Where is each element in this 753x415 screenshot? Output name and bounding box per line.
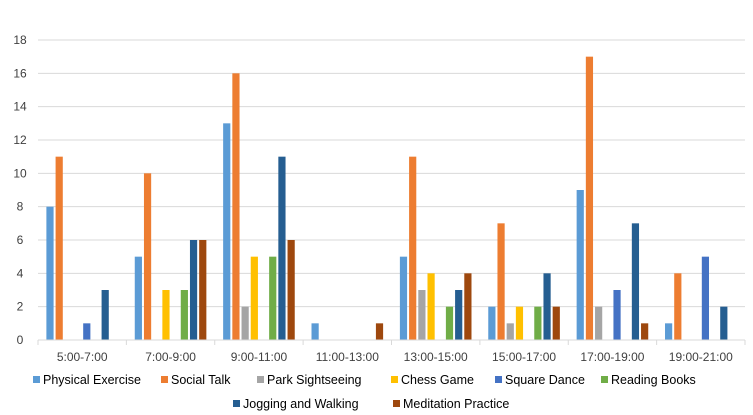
legend-item: Physical Exercise — [33, 373, 141, 387]
legend-swatch — [233, 400, 240, 407]
x-tick-label: 7:00-9:00 — [145, 350, 196, 364]
bar — [143, 173, 152, 340]
bar — [631, 223, 640, 340]
y-tick-label: 8 — [17, 200, 24, 214]
bar — [720, 306, 728, 340]
bar — [287, 240, 295, 340]
y-tick-label: 18 — [13, 33, 27, 47]
bar — [409, 156, 417, 340]
legend-label: Social Talk — [171, 373, 231, 387]
x-tick-label: 5:00-7:00 — [57, 350, 108, 364]
bar — [55, 156, 63, 340]
bar — [83, 323, 91, 340]
bar — [180, 290, 188, 340]
legend-item: Chess Game — [391, 373, 474, 387]
legend-swatch — [495, 376, 502, 383]
legend-swatch — [601, 376, 608, 383]
bar — [46, 206, 54, 340]
y-tick-label: 12 — [13, 133, 27, 147]
x-tick-label: 19:00-21:00 — [669, 350, 733, 364]
x-axis-ticks: 5:00-7:00 7:00-9:00 9:00-11:00 11:00-13:00 1… — [37, 340, 746, 364]
bar — [199, 240, 207, 340]
bar — [576, 190, 584, 340]
bar — [269, 256, 277, 340]
bar — [613, 290, 621, 340]
x-tick-label: 9:00-11:00 — [231, 350, 288, 364]
bar — [455, 290, 463, 340]
legend-item: Meditation Practice — [393, 397, 509, 411]
y-tick-label: 6 — [17, 233, 24, 247]
legend-label: Physical Exercise — [43, 373, 141, 387]
y-tick-label: 0 — [17, 333, 24, 347]
bar — [134, 256, 142, 340]
y-tick-label: 10 — [13, 166, 27, 180]
y-tick-label: 4 — [17, 266, 24, 280]
legend-item: Social Talk — [161, 373, 231, 387]
gridlines — [38, 39, 745, 308]
x-tick-label: 17:00-19:00 — [580, 350, 644, 364]
bar — [232, 73, 240, 340]
legend-item: Reading Books — [601, 373, 696, 387]
legend-label: Meditation Practice — [403, 397, 509, 411]
bar — [701, 256, 710, 340]
bar — [445, 306, 454, 340]
bar — [101, 290, 109, 340]
x-tick-label: 15:00-17:00 — [492, 350, 556, 364]
legend-item: Jogging and Walking — [233, 397, 359, 411]
bars — [46, 56, 728, 341]
legend-label: Jogging and Walking — [243, 397, 359, 411]
x-tick-label: 11:00-13:00 — [316, 350, 379, 364]
bar — [506, 323, 514, 340]
bar — [552, 306, 560, 340]
bar — [497, 223, 505, 340]
legend-label: Square Dance — [505, 373, 585, 387]
legend-label: Park Sightseeing — [267, 373, 362, 387]
y-tick-label: 14 — [13, 100, 27, 114]
bar — [399, 256, 408, 340]
x-tick-label: 13:00-15:00 — [404, 350, 468, 364]
bar — [534, 306, 542, 340]
legend-swatch — [161, 376, 168, 383]
y-axis-ticks: 0 2 4 6 8 10 12 14 16 18 — [13, 33, 27, 347]
bar — [189, 240, 198, 340]
bar — [278, 156, 286, 340]
bar — [543, 273, 551, 340]
legend-swatch — [257, 376, 264, 383]
bar — [223, 123, 231, 340]
bar — [418, 290, 426, 340]
bar — [488, 306, 496, 340]
legend-swatch — [391, 376, 398, 383]
legend-label: Chess Game — [401, 373, 474, 387]
legend-item: Park Sightseeing — [257, 373, 362, 387]
legend: Physical Exercise Social Talk Park Sightse… — [33, 373, 696, 411]
bar — [162, 290, 170, 340]
bar — [674, 273, 682, 340]
bar — [311, 323, 319, 340]
y-tick-label: 16 — [13, 66, 27, 80]
bar — [375, 323, 384, 340]
bar — [595, 306, 603, 340]
bar — [641, 323, 649, 340]
bar — [515, 306, 524, 340]
y-tick-label: 2 — [17, 300, 24, 314]
bar — [464, 273, 472, 340]
bar — [585, 56, 594, 341]
bar — [665, 323, 673, 340]
legend-item: Square Dance — [495, 373, 585, 387]
bar — [427, 273, 435, 340]
legend-label: Reading Books — [611, 373, 696, 387]
bar — [250, 256, 258, 340]
legend-swatch — [33, 376, 40, 383]
legend-swatch — [393, 400, 400, 407]
bar — [241, 306, 249, 340]
